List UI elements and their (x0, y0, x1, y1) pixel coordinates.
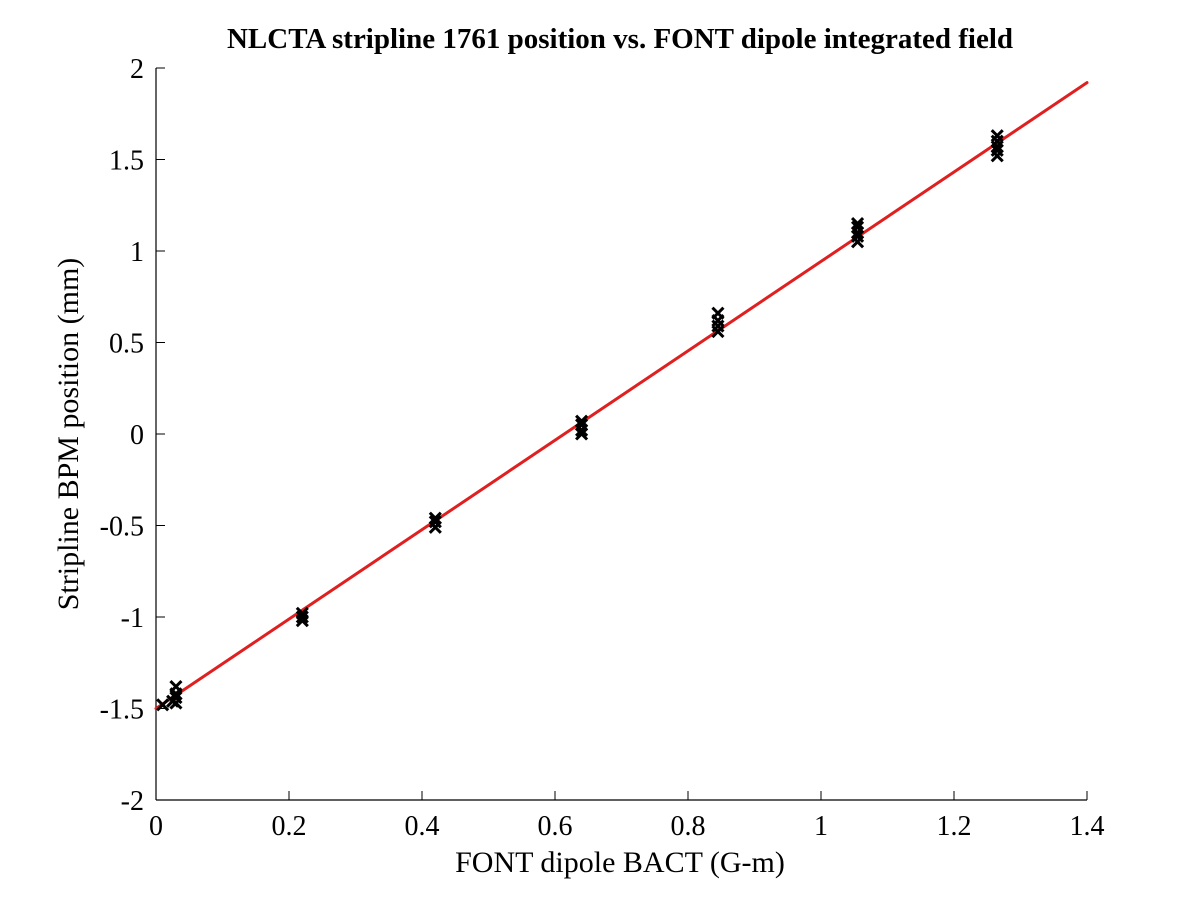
data-point-stroke (575, 418, 589, 432)
y-tick-label: -2 (121, 786, 144, 817)
data-point (428, 515, 442, 529)
data-point (428, 511, 442, 525)
x-axis-label: FONT dipole BACT (G-m) (455, 846, 785, 879)
x-tick-label: 1.2 (937, 811, 972, 842)
y-tick-label: 1.5 (109, 146, 144, 177)
data-point-stroke (156, 698, 170, 712)
x-tick-label: 0.6 (538, 811, 573, 842)
y-tick-label: 1 (130, 237, 144, 268)
data-point (295, 610, 309, 624)
data-point (169, 679, 183, 694)
plot-area: 0 0.2 0.4 0.6 0.8 1 1.2 1.4 2 1.5 1 0.5 0 -0.5 -1 -1.5 -… (100, 54, 1105, 842)
data-point-stroke (169, 679, 183, 694)
data-point (295, 606, 309, 620)
fit-line (154, 81, 1089, 710)
data-point (575, 418, 589, 432)
y-tick-label: 0.5 (109, 329, 144, 360)
x-tick-label: 0.8 (671, 811, 706, 842)
x-tick-label: 0 (149, 811, 163, 842)
data-point-stroke (851, 220, 865, 234)
data-point-stroke (575, 414, 589, 428)
data-point-stroke (990, 129, 1004, 143)
data-point (156, 698, 170, 712)
data-point-stroke (711, 306, 725, 320)
data-point (169, 696, 183, 710)
data-point-stroke (428, 515, 442, 529)
y-axis-label: Stripline BPM position (mm) (52, 258, 85, 611)
data-point (575, 414, 589, 428)
data-point (851, 220, 865, 234)
y-tick-label: -1 (121, 603, 144, 634)
y-tick-label: 0 (130, 420, 144, 451)
x-tick-label: 0.4 (405, 811, 440, 842)
data-point (851, 216, 865, 231)
data-point-stroke (169, 696, 183, 710)
data-point-stroke (428, 511, 442, 525)
y-tick-label: -1.5 (100, 695, 144, 726)
data-point (711, 306, 725, 320)
y-tick-label: -0.5 (100, 512, 144, 543)
data-point-stroke (851, 216, 865, 231)
data-point-stroke (295, 606, 309, 620)
x-tick-label: 1 (814, 811, 828, 842)
chart-title: NLCTA stripline 1761 position vs. FONT d… (227, 23, 1013, 55)
data-point-stroke (295, 610, 309, 624)
data-point (990, 129, 1004, 143)
x-tick-label: 1.4 (1070, 811, 1105, 842)
y-tick-label: 2 (130, 54, 144, 85)
x-tick-label: 0.2 (272, 811, 307, 842)
